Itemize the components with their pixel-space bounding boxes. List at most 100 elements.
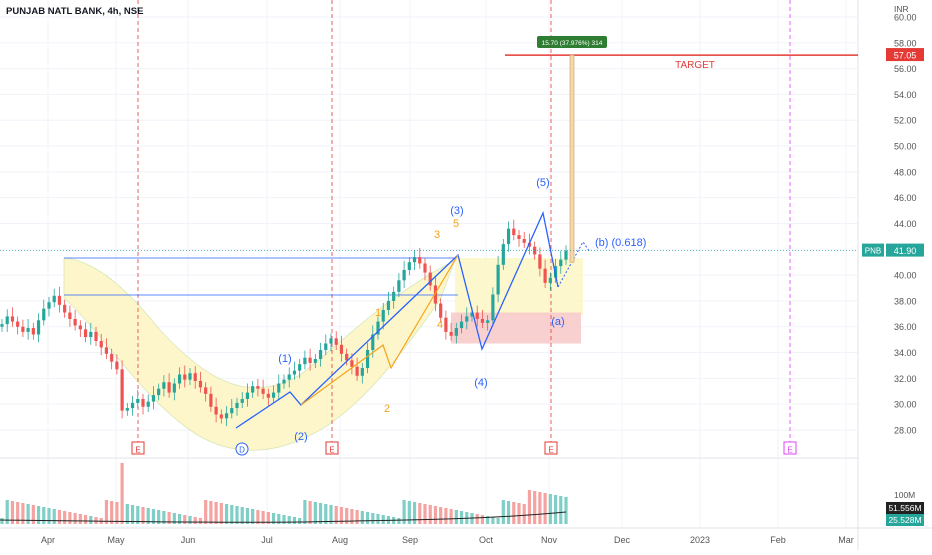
candle-body	[439, 303, 443, 318]
candle-body	[245, 392, 250, 400]
volume-bar	[214, 502, 218, 524]
candle-body	[465, 316, 469, 322]
y-tick-label: 28.00	[894, 425, 917, 435]
volume-bar	[204, 500, 208, 524]
candle-body	[141, 399, 145, 407]
volume-bar	[0, 518, 4, 524]
wave-label-4: (4)	[474, 377, 487, 389]
volume-bar	[564, 497, 568, 524]
candle-body	[36, 320, 41, 335]
volume-bar	[292, 517, 297, 524]
subwave-label-2: 2	[384, 403, 390, 415]
candle-body	[564, 250, 568, 260]
wave-label-5: (5)	[536, 177, 549, 189]
volume-bar	[355, 510, 359, 524]
candle-body	[365, 349, 370, 369]
volume-bar	[52, 509, 56, 524]
volume-bar	[235, 506, 239, 524]
volume-bar	[533, 491, 537, 524]
candle-body	[329, 338, 333, 344]
volume-bar	[506, 501, 511, 524]
volume-bar	[224, 504, 229, 524]
volume-bar	[324, 504, 328, 524]
candle-body	[235, 402, 239, 409]
volume-bar	[439, 507, 443, 524]
volume-bar	[141, 507, 145, 524]
candle-body	[52, 295, 56, 303]
y-tick-label: 40.00	[894, 271, 917, 281]
candle-body	[177, 374, 182, 384]
volume-bar	[308, 501, 312, 524]
volume-bar	[193, 517, 197, 524]
candle-body	[308, 357, 312, 363]
candle-body	[78, 325, 82, 330]
measure-bar	[569, 54, 575, 263]
y-tick-label: 56.00	[894, 64, 917, 74]
candle-body	[266, 393, 270, 398]
volume-bar	[42, 507, 46, 524]
candle-body	[303, 357, 307, 365]
candle-body	[407, 262, 411, 270]
measure-label: 15.70 (37.976%) 314	[542, 40, 603, 47]
candle-body	[324, 343, 328, 350]
volume-ma-line	[0, 511, 567, 523]
volume-bar	[130, 505, 135, 524]
volume-bar	[496, 518, 500, 524]
volume-bar	[136, 506, 140, 524]
volume-bar	[303, 500, 307, 524]
chart-title: PUNJAB NATL BANK, 4h, NSE	[6, 6, 144, 17]
volume-bar	[412, 502, 417, 524]
event-marker-label: D	[239, 446, 245, 455]
volume-bar	[475, 514, 479, 524]
volume-bar	[94, 517, 98, 524]
y-tick-label: 44.00	[894, 219, 917, 229]
volume-bar	[339, 507, 344, 524]
candle-body	[172, 383, 176, 393]
x-tick-label: 2023	[690, 535, 710, 545]
volume-bar	[486, 516, 490, 524]
candle-body	[381, 309, 385, 322]
candle-body	[376, 321, 380, 335]
volume-bar	[329, 505, 333, 524]
curved-channel	[63, 257, 456, 451]
y-tick-label: 32.00	[894, 374, 917, 384]
candle-body	[31, 328, 35, 335]
volume-bar	[423, 504, 427, 524]
last-price-label: 41.90	[894, 246, 917, 256]
volume-bar	[47, 508, 51, 524]
y-tick-label: 34.00	[894, 348, 917, 358]
candle-body	[209, 393, 213, 407]
volume-bar	[261, 511, 265, 524]
candle-body	[470, 312, 474, 317]
candle-body	[251, 386, 255, 393]
volume-bar	[313, 502, 317, 524]
volume-bar	[501, 500, 505, 524]
projection-line	[557, 241, 591, 288]
candle-body	[198, 380, 203, 388]
volume-bar	[183, 515, 187, 524]
candle-body	[418, 257, 422, 264]
volume-bar	[428, 505, 432, 524]
candle-body	[162, 382, 166, 389]
volume-bar	[522, 504, 526, 524]
target-price-badge	[886, 48, 924, 62]
candle-body	[110, 353, 114, 362]
volume-bar	[83, 515, 88, 524]
candle-body	[360, 368, 364, 376]
candle-body	[355, 366, 359, 376]
y-tick-label: 46.00	[894, 193, 917, 203]
volume-bar	[345, 508, 349, 524]
candle-body	[230, 408, 234, 414]
volume-bar	[110, 501, 114, 524]
wave-label-a: (a)	[551, 316, 564, 328]
candle-body	[47, 302, 51, 309]
volume-bar	[402, 500, 406, 524]
volume-bar	[277, 514, 281, 524]
y-tick-label: 30.00	[894, 400, 917, 410]
target-label: TARGET	[675, 60, 715, 71]
volume-bar	[371, 513, 375, 524]
volume-bar	[418, 503, 422, 524]
x-tick-label: Mar	[838, 535, 854, 545]
volume-bar	[350, 509, 354, 524]
